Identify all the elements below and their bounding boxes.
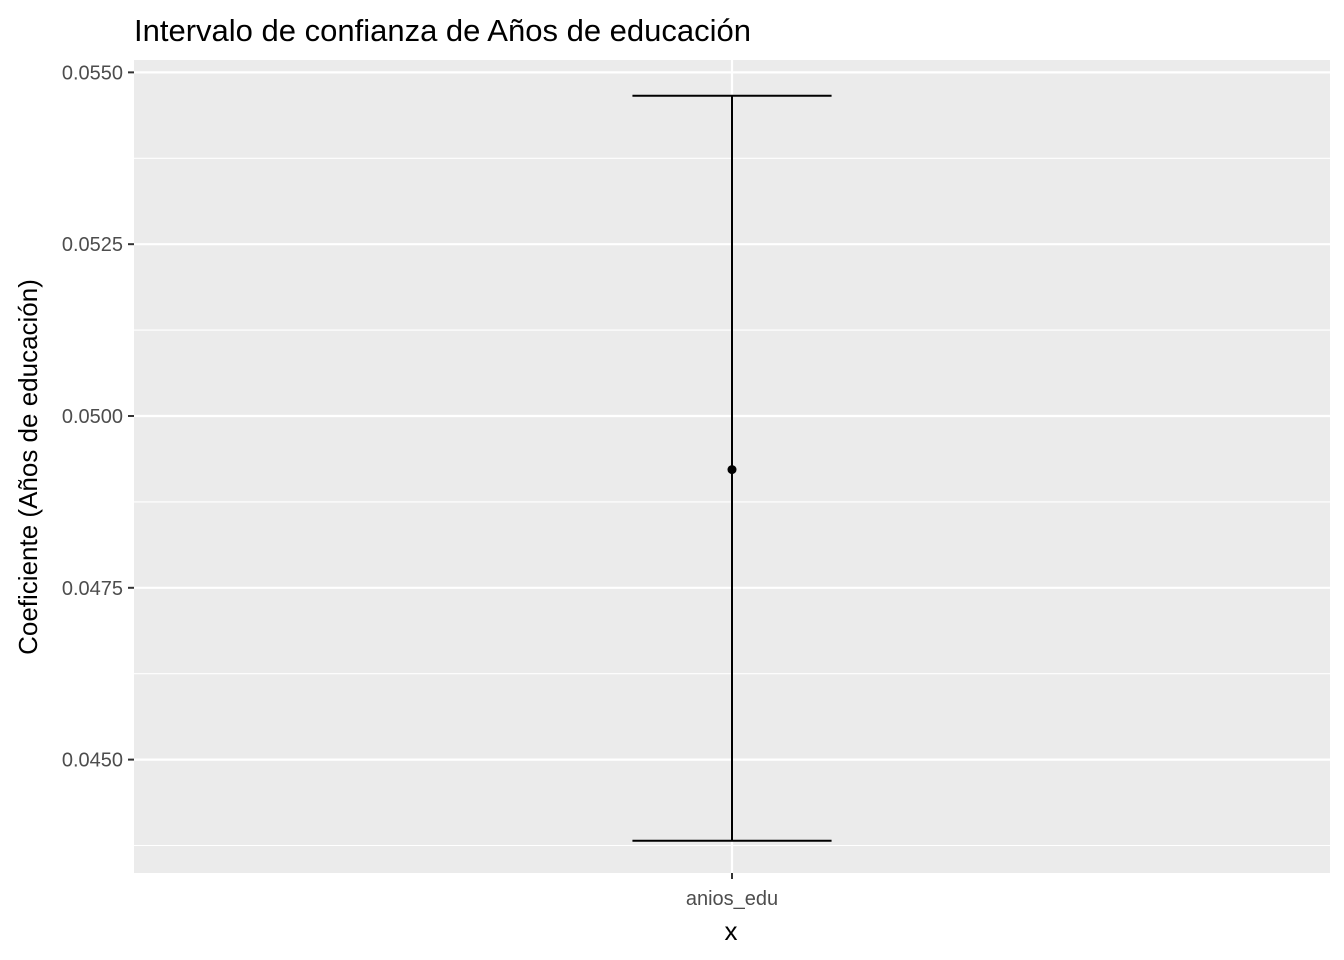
- x-axis: anios_edu: [686, 873, 778, 910]
- y-axis-title: Coeficiente (Años de educación): [13, 279, 43, 655]
- y-tick-label-3: 0.0525: [62, 234, 123, 256]
- y-tick-label-2: 0.0500: [62, 406, 123, 428]
- y-tick-label-0: 0.0450: [62, 750, 123, 772]
- y-tick-label-4: 0.0550: [62, 62, 123, 84]
- y-axis: 0.0450 0.0475 0.0500 0.0525 0.0550: [62, 62, 134, 772]
- error-bars: [632, 94, 832, 842]
- y-tick-label-1: 0.0475: [62, 578, 123, 600]
- x-tick-label-0: anios_edu: [686, 888, 778, 910]
- estimate-point-0: [727, 465, 737, 475]
- x-axis-title: x: [725, 916, 738, 946]
- chart-title: Intervalo de confianza de Años de educac…: [134, 13, 751, 48]
